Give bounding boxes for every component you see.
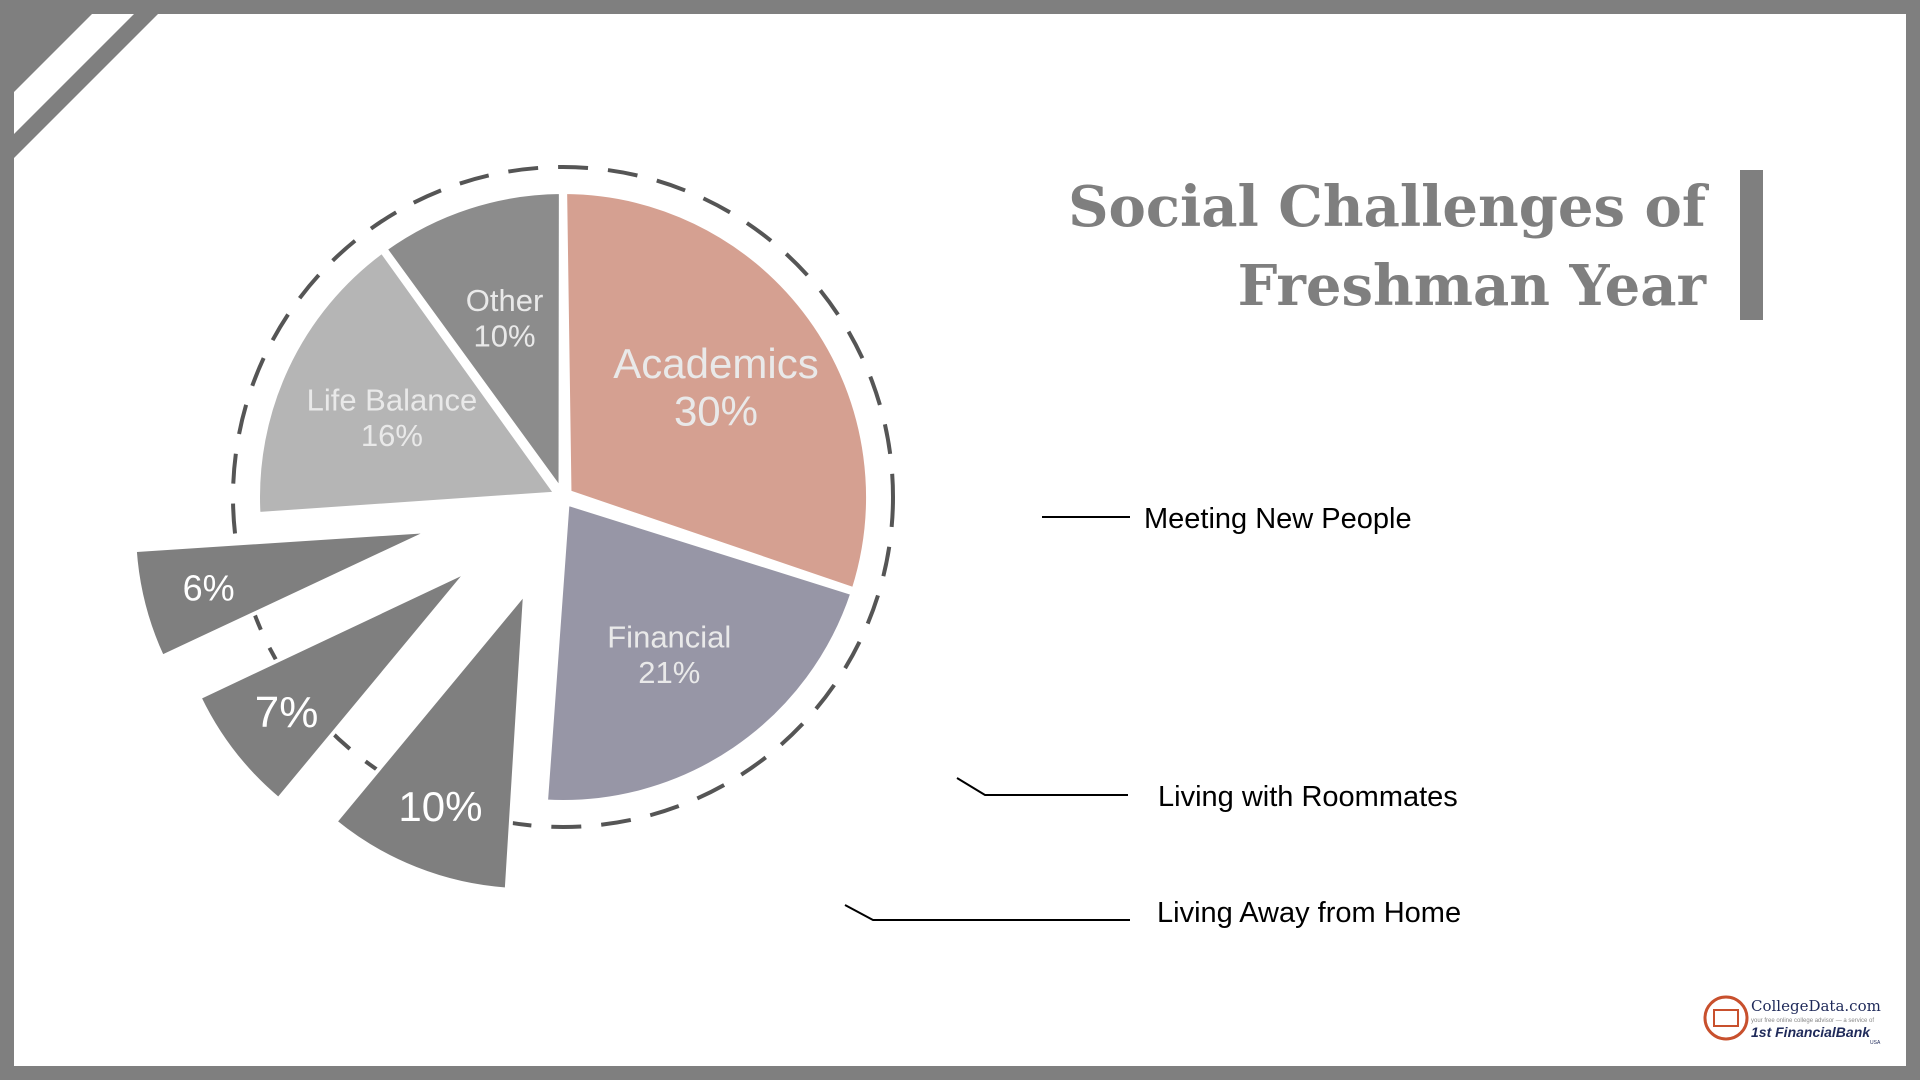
slice-name-label: Other [466,283,544,318]
corner-stripes [14,14,158,158]
title-accent-bar [1740,170,1763,320]
dashed-ring [231,165,895,829]
callout-label-living-with-roommates: Living with Roommates [1158,781,1458,813]
slice-value-label: 7% [255,688,319,737]
dashed-ring-layer [231,165,895,829]
callout-line [956,777,1128,796]
brand-tagline: your free online college advisor — a ser… [1751,1018,1874,1024]
slice-value-label: 6% [183,568,235,609]
slice-name-label: Life Balance [307,382,478,417]
title-line-1: Social Challenges of [1068,174,1710,240]
corner-stripe [14,14,158,158]
brand-partner-suffix: USA [1870,1040,1881,1046]
slice-value-label: 21% [638,655,700,690]
pie-slice-living-with-roommates [197,568,471,802]
pie-slices [132,190,870,892]
pie-slice-academics [563,190,870,592]
slice-value-label: 30% [674,388,758,435]
brand-seal-icon-inner [1713,1009,1739,1027]
pie-slice-other [383,190,563,492]
slice-value-label: 10% [398,783,482,830]
pie-slice-financial [543,501,855,804]
brand-seal-icon [1703,995,1749,1041]
pie-slice-life-balance [256,249,558,517]
corner-stripe [14,14,92,92]
callouts: Meeting New People Living with Roommates L… [844,503,1461,929]
chart-title: Social Challenges of Freshman Year [1068,170,1763,320]
slice-name-label: Financial [607,619,731,654]
brand-partner: 1st FinancialBank [1751,1024,1871,1040]
brand-name: CollegeData.com [1751,997,1881,1015]
slice-name-label: Academics [613,340,818,387]
pie-slice-living-away-from-home [132,528,434,659]
brand-logo: CollegeData.com your free online college… [1703,995,1881,1046]
callout-line [844,904,1130,921]
pie-slice-meeting-new-people [333,590,528,892]
callout-label-living-away-from-home: Living Away from Home [1157,897,1461,929]
slice-value-label: 16% [361,418,423,453]
title-line-2: Freshman Year [1238,253,1708,319]
slice-value-label: 10% [474,319,536,354]
callout-label-meeting-new-people: Meeting New People [1144,503,1412,535]
